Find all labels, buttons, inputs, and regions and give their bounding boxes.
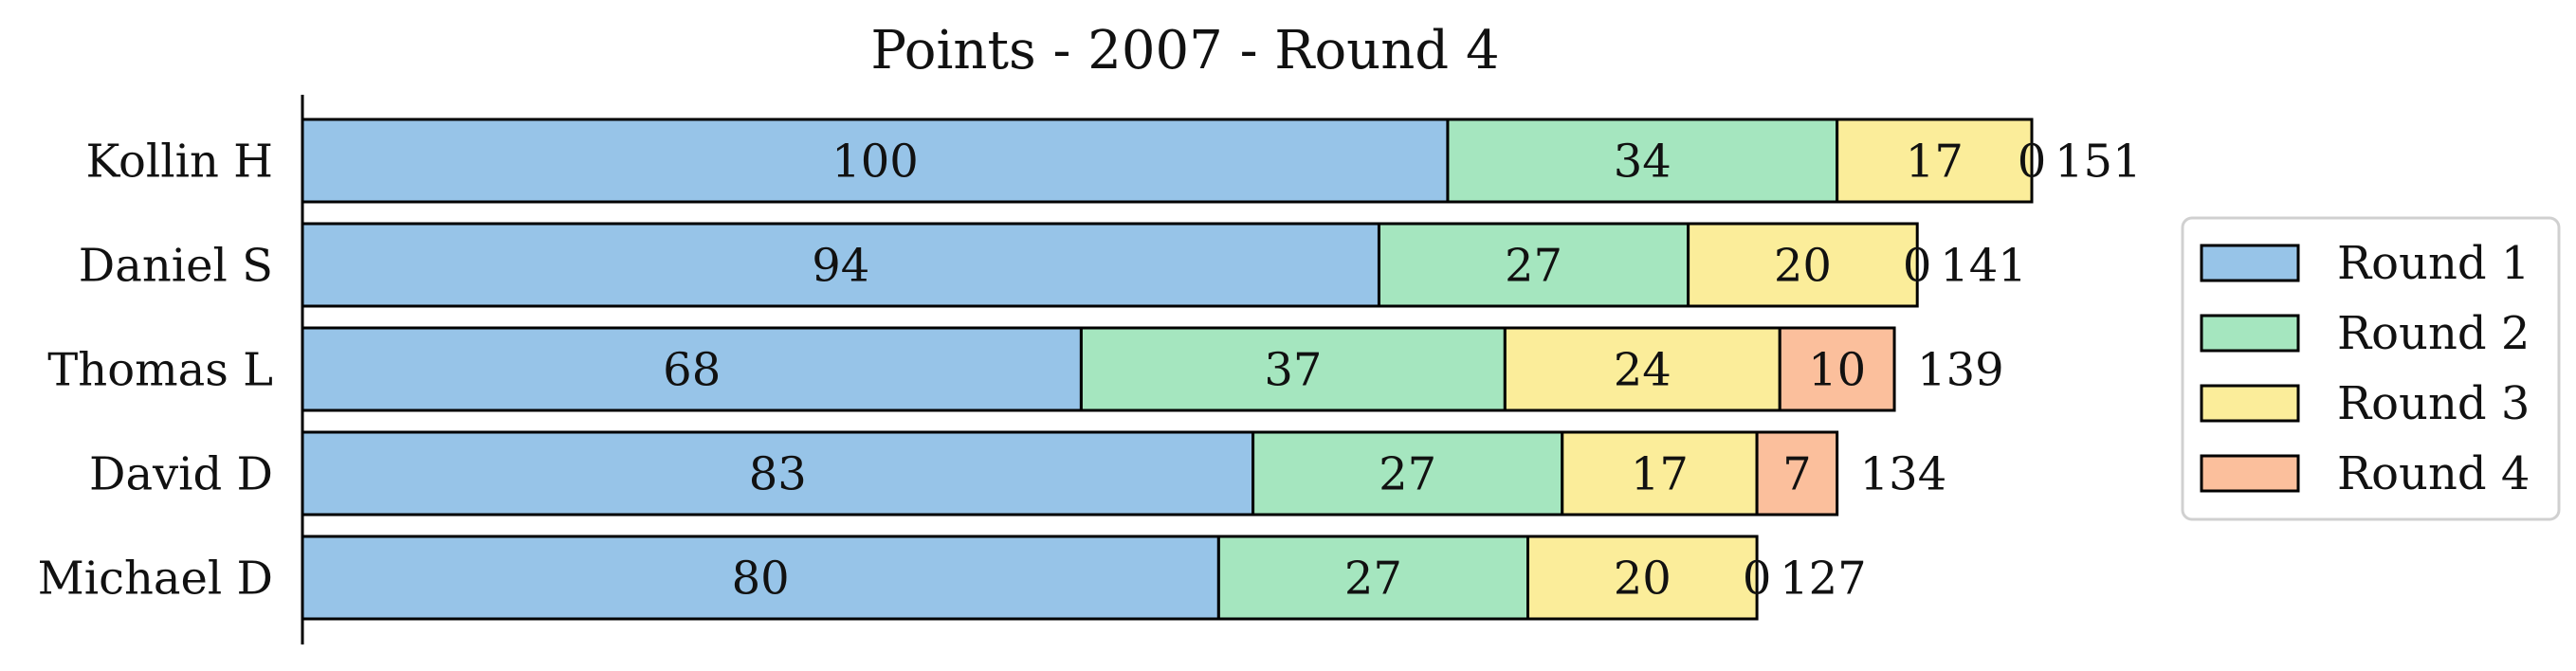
total-label-kollin-h: 151 <box>2055 136 2142 189</box>
data-label-thomas-l-round-2: 37 <box>1264 344 1322 397</box>
data-label-kollin-h-round-4: 0 <box>2018 136 2047 189</box>
y-tick-label-michael-d: Michael D <box>38 553 273 606</box>
data-label-kollin-h-round-2: 34 <box>1614 136 1672 189</box>
bar-daniel-s-round-3 <box>1687 222 1919 308</box>
data-label-kollin-h-round-3: 17 <box>1906 136 1964 189</box>
bar-thomas-l-round-4 <box>1778 326 1896 412</box>
bar-kollin-h-round-2 <box>1446 118 1839 204</box>
bar-michael-d-round-3 <box>1526 535 1759 621</box>
bars-group: 100 34 17 0 94 27 20 0 68 37 24 10 83 27 17 7 80 27 20 0 <box>301 118 2047 621</box>
bar-david-d-round-3 <box>1561 430 1759 517</box>
data-label-kollin-h-round-1: 100 <box>831 136 919 189</box>
bar-kollin-h-round-3 <box>1836 118 2034 204</box>
bar-michael-d-round-2 <box>1216 535 1530 621</box>
data-label-daniel-s-round-4: 0 <box>1903 240 1932 293</box>
total-label-david-d: 134 <box>1860 448 1947 501</box>
y-tick-label-thomas-l: Thomas L <box>47 344 273 397</box>
chart-title: Points - 2007 - Round 4 <box>870 20 1499 82</box>
y-tick-label-david-d: David D <box>89 448 273 501</box>
bar-michael-d-round-1 <box>301 535 1220 621</box>
legend-swatch-round-4 <box>2200 454 2300 493</box>
bar-david-d-round-4 <box>1755 430 1839 517</box>
legend-label-round-4: Round 4 <box>2337 447 2530 500</box>
total-label-thomas-l: 139 <box>1917 344 2004 397</box>
legend-label-round-3: Round 3 <box>2337 377 2530 430</box>
total-labels: 151 141 139 134 127 <box>1780 136 2142 606</box>
data-label-david-d-round-2: 27 <box>1379 448 1436 501</box>
data-label-david-d-round-4: 7 <box>1782 448 1812 501</box>
legend-swatch-round-2 <box>2200 314 2300 353</box>
data-label-david-d-round-1: 83 <box>749 448 807 501</box>
data-label-daniel-s-round-3: 20 <box>1774 240 1832 293</box>
data-label-david-d-round-3: 17 <box>1631 448 1689 501</box>
data-label-michael-d-round-3: 20 <box>1614 553 1672 606</box>
total-label-michael-d: 127 <box>1780 553 1867 606</box>
data-label-thomas-l-round-3: 24 <box>1614 344 1672 397</box>
data-label-michael-d-round-1: 80 <box>732 553 790 606</box>
data-label-daniel-s-round-1: 94 <box>812 240 869 293</box>
data-label-michael-d-round-2: 27 <box>1344 553 1402 606</box>
bar-david-d-round-1 <box>301 430 1255 517</box>
data-label-thomas-l-round-1: 68 <box>663 344 721 397</box>
legend-label-round-2: Round 2 <box>2337 307 2530 360</box>
y-tick-labels: Kollin H Daniel S Thomas L David D Michael D <box>38 136 273 606</box>
legend: Round 1 Round 2 Round 3 Round 4 <box>2181 216 2561 521</box>
data-label-thomas-l-round-4: 10 <box>1808 344 1866 397</box>
y-tick-label-kollin-h: Kollin H <box>85 136 273 189</box>
legend-frame <box>2181 216 2561 521</box>
total-label-daniel-s: 141 <box>1940 240 2027 293</box>
data-label-michael-d-round-4: 0 <box>1743 553 1772 606</box>
y-tick-label-daniel-s: Daniel S <box>79 240 273 293</box>
legend-label-round-1: Round 1 <box>2337 237 2530 290</box>
legend-swatch-round-1 <box>2200 244 2300 282</box>
bar-thomas-l-round-3 <box>1503 326 1781 412</box>
data-label-daniel-s-round-2: 27 <box>1505 240 1562 293</box>
legend-swatch-round-3 <box>2200 384 2300 423</box>
